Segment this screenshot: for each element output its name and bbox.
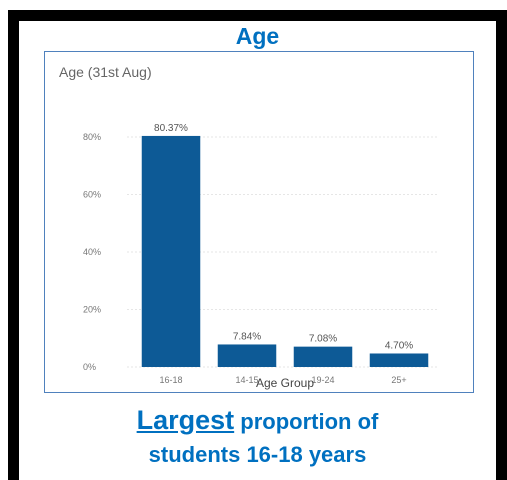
bar-chart: Age (31st Aug) 0% 20% 40% 60% 80% 80.37% 16-18 7… — [59, 64, 437, 390]
y-tick-label: 40% — [83, 247, 101, 257]
caption-lead: Largest — [136, 405, 235, 435]
caption-line-2: students 16-18 years — [148, 442, 367, 467]
bar — [141, 135, 201, 367]
x-tick-label: 25+ — [391, 375, 406, 385]
slide-caption: Largest proportion of students 16-18 yea… — [19, 405, 496, 470]
data-label: 4.70% — [385, 340, 413, 351]
data-label: 80.37% — [154, 123, 188, 134]
x-tick-label: 19-24 — [311, 375, 334, 385]
bar — [217, 344, 277, 367]
y-tick-label: 20% — [83, 305, 101, 315]
bar — [293, 346, 353, 367]
x-tick-label: 14-15 — [235, 375, 258, 385]
x-tick-label: 16-18 — [159, 375, 182, 385]
caption-rest: proportion of — [234, 409, 379, 434]
chart-panel: Age (31st Aug) 0% 20% 40% 60% 80% 80.37% 16-18 7… — [44, 51, 474, 393]
y-tick-label: 0% — [83, 362, 96, 372]
chart-title: Age (31st Aug) — [59, 64, 152, 80]
y-tick-label: 60% — [83, 190, 101, 200]
bar — [369, 353, 429, 367]
y-tick-label: 80% — [83, 132, 101, 142]
x-axis-label: Age Group — [256, 376, 314, 390]
data-label: 7.84% — [233, 331, 261, 342]
slide-heading: Age — [235, 23, 280, 49]
slide-frame: Age Age (31st Aug) 0% 20% 40% 60% 80% 80.37% 16… — [8, 10, 507, 480]
data-label: 7.08% — [309, 334, 337, 345]
